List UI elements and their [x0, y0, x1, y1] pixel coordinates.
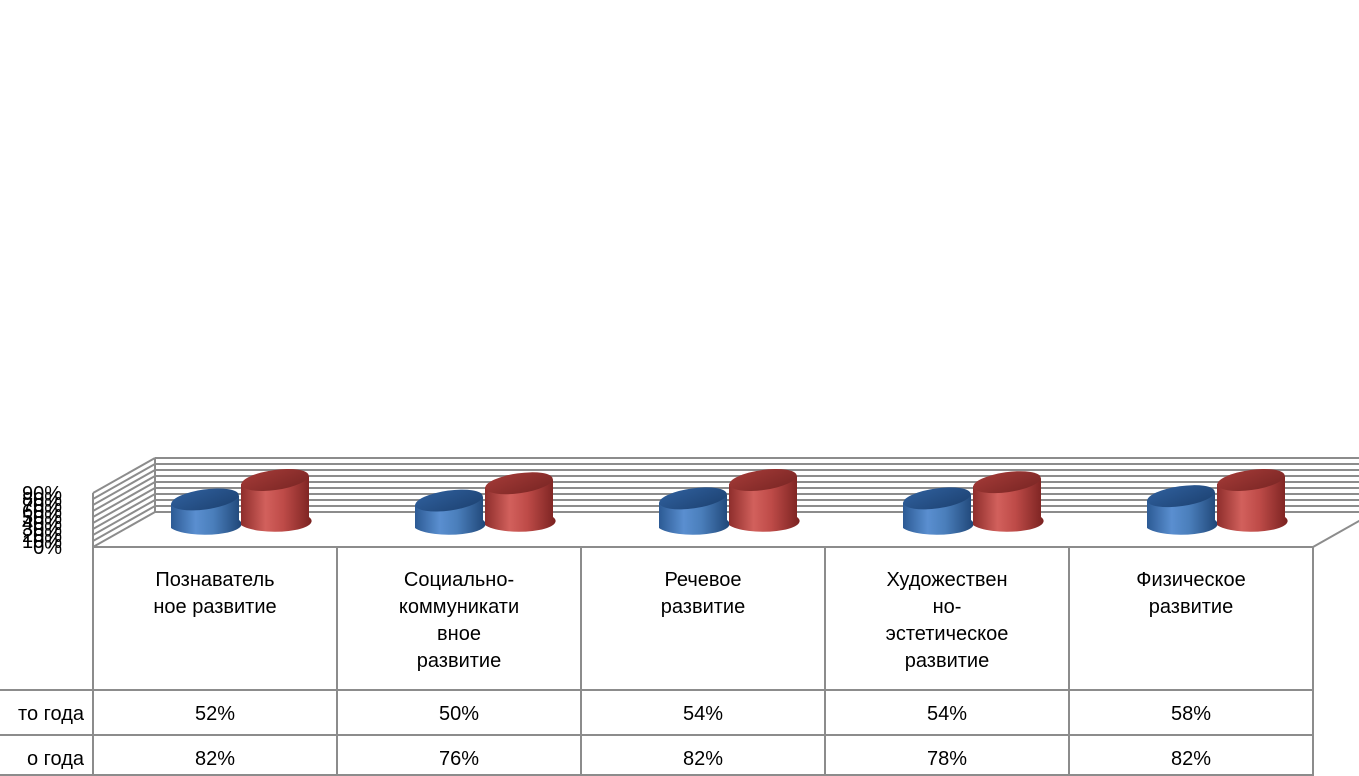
bar-top: [485, 472, 553, 495]
data-label: 76%: [439, 748, 479, 770]
bar-blue: [659, 487, 730, 535]
y-axis-ticks: 0%10%20%30%40%50%60%70%80%90%: [22, 483, 62, 559]
y-tick-label: 90%: [22, 483, 62, 505]
data-label: 58%: [1171, 703, 1211, 725]
bar-top: [415, 489, 483, 512]
data-label: 82%: [683, 748, 723, 770]
gridline-diagonal: [92, 469, 156, 506]
bars: [171, 469, 1288, 535]
data-table: Познаватель ное развитие Социально-коммуни…: [0, 547, 1314, 776]
floor-right-edge: [1312, 519, 1359, 548]
bar-top: [1217, 469, 1285, 491]
bar-red: [729, 469, 800, 532]
bar-top: [241, 469, 309, 491]
category-label: коммуникати: [399, 596, 519, 618]
bar-red: [485, 472, 556, 532]
y-tick-label: 30%: [22, 519, 62, 541]
bar-top: [1147, 485, 1215, 508]
bar-red: [241, 469, 312, 532]
gridline-diagonal: [92, 481, 156, 518]
series-row-label: то года: [18, 703, 85, 725]
y-tick-label: 50%: [22, 507, 62, 529]
y-tick-label: 10%: [22, 531, 62, 553]
category-label: вное: [437, 623, 481, 645]
category-label: развитие: [905, 650, 989, 672]
category-label: Физическое: [1136, 569, 1245, 591]
data-label: 50%: [439, 703, 479, 725]
bar-blue: [1147, 485, 1218, 535]
data-label: 82%: [195, 748, 235, 770]
bar-top: [903, 487, 971, 510]
category-label: развитие: [417, 650, 501, 672]
gridline-diagonal: [92, 499, 156, 536]
gridline-diagonal: [92, 475, 156, 512]
series-row-label: о года: [27, 748, 85, 770]
bar-top: [973, 471, 1041, 494]
data-label: 54%: [927, 703, 967, 725]
y-tick-label: 0%: [33, 537, 62, 559]
category-label: Речевое: [664, 569, 741, 591]
bar-top: [659, 487, 727, 510]
bar-top: [171, 488, 239, 511]
y-tick-label: 60%: [22, 501, 62, 523]
bar-top: [729, 469, 797, 491]
gridline-diagonal: [92, 457, 156, 494]
gridline-diagonal: [92, 463, 156, 500]
bar-red: [973, 471, 1044, 532]
category-label: но-: [933, 596, 962, 618]
category-label: эстетическое: [886, 623, 1009, 645]
bar-blue: [415, 489, 486, 535]
gridline-diagonal: [92, 487, 156, 524]
data-label: 52%: [195, 703, 235, 725]
y-tick-label: 80%: [22, 489, 62, 511]
bar-red: [1217, 469, 1288, 532]
gridline-diagonal: [92, 511, 156, 548]
gridline-diagonal: [92, 493, 156, 530]
category-label: развитие: [661, 596, 745, 618]
data-label: 54%: [683, 703, 723, 725]
category-label: Социально-: [404, 569, 514, 591]
y-tick-label: 40%: [22, 513, 62, 535]
bar-blue: [171, 488, 242, 535]
category-label: ное развитие: [153, 596, 276, 618]
bar-blue: [903, 487, 974, 535]
category-label: развитие: [1149, 596, 1233, 618]
y-tick-label: 20%: [22, 525, 62, 547]
category-label: Художествен: [886, 569, 1007, 591]
data-label: 82%: [1171, 748, 1211, 770]
data-label: 78%: [927, 748, 967, 770]
category-label: Познаватель: [155, 569, 274, 591]
gridline-diagonal: [92, 505, 156, 542]
y-tick-label: 70%: [22, 495, 62, 517]
